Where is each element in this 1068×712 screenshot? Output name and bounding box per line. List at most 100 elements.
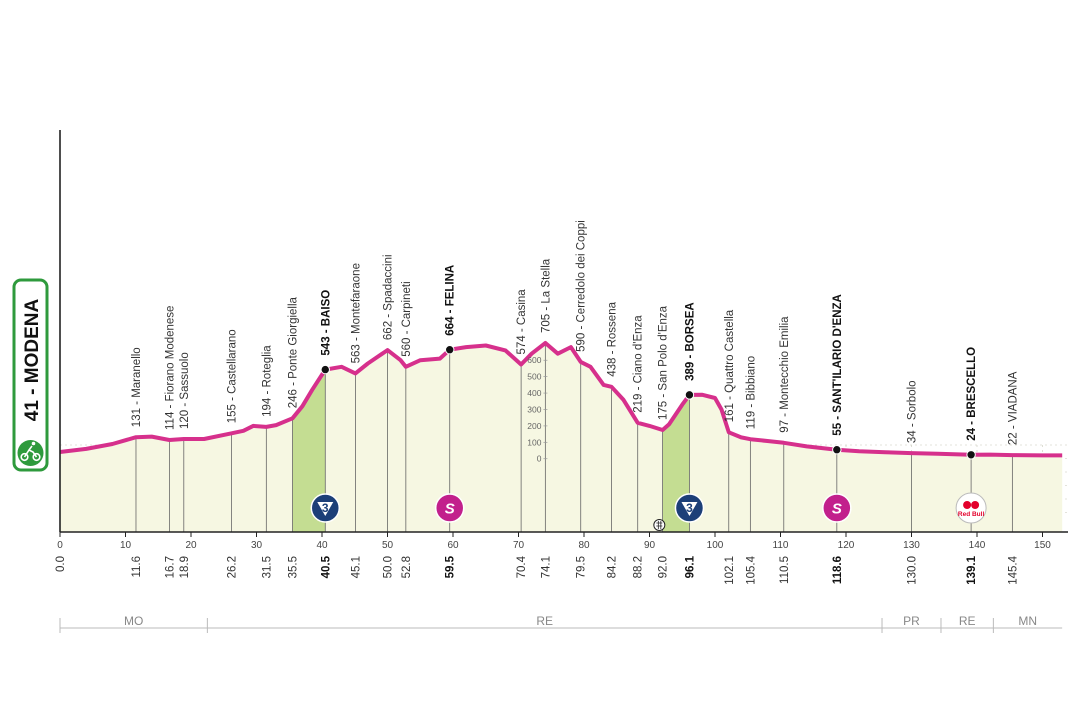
province-label: RE [536, 614, 553, 628]
distance-tick-label: 150 [1034, 540, 1051, 551]
distance-tick-label: 90 [644, 540, 656, 551]
distance-tick-label: 130 [903, 540, 920, 551]
kom-category-label: 3 [322, 501, 329, 515]
waypoint-label: 24 - BRESCELLO [966, 347, 978, 441]
waypoint-label: 438 - Rossena [607, 301, 619, 376]
waypoint-km-label: 18.9 [179, 556, 191, 578]
waypoint-dot [832, 445, 842, 455]
waypoint-km-label: 52.8 [401, 556, 413, 578]
waypoint-label: 705 - La Stella [540, 258, 552, 333]
waypoint-label: 389 - BORSEA [685, 302, 697, 381]
waypoint-km-label: 50.0 [383, 556, 395, 578]
waypoint-label: 120 - Sassuolo [179, 352, 191, 429]
waypoint-dot [684, 390, 695, 400]
waypoint-km-label: 35.5 [288, 556, 300, 578]
feed-zone-icon [653, 519, 666, 531]
red-bull-sun-icon [963, 501, 972, 509]
waypoint-km-label: 26.2 [227, 556, 239, 578]
distance-tick-label: 140 [969, 540, 986, 551]
waypoint-label: 563 - Montefaraone [350, 263, 362, 363]
distance-tick-label: 110 [773, 540, 789, 551]
waypoint-km-label: 31.5 [261, 556, 273, 578]
waypoint-km-label: 79.5 [576, 556, 588, 578]
waypoint-label: 219 - Ciano d'Enza [633, 315, 645, 413]
province-label: MO [124, 614, 143, 628]
distance-tick-label: 70 [513, 540, 525, 551]
intermediate-sprint-icon [434, 493, 465, 523]
distance-tick-label: 50 [382, 540, 394, 551]
distance-tick-label: 100 [707, 540, 724, 551]
sprint-label: S [832, 501, 842, 518]
waypoint-km-label: 145.4 [1007, 555, 1019, 584]
waypoint-km-label: 45.1 [350, 556, 362, 578]
altitude-scale: 0 100 200 300 400 500 600 [527, 355, 548, 464]
waypoint-dot [966, 450, 976, 460]
distance-tick-label: 40 [316, 540, 328, 551]
waypoint-km-label: 139.1 [966, 555, 978, 584]
waypoint-km-label: 96.1 [685, 555, 697, 578]
province-label: RE [959, 614, 976, 628]
waypoint-label: 119 - Bibbiano [745, 356, 757, 429]
altitude-scale-label: 300 [527, 404, 541, 414]
distance-tick-label: 60 [447, 540, 459, 551]
altitude-scale-label: 100 [527, 437, 541, 447]
waypoint-label: 114 - Fiorano Modenese [164, 306, 176, 430]
altitude-scale-label: 200 [527, 421, 541, 431]
distance-tick-label: 10 [120, 540, 132, 551]
waypoint-label: 574 - Casina [516, 289, 528, 355]
distance-axis: 0 10 20 30 40 50 60 70 80 90 100 110 120 130 140 150 [57, 130, 1068, 551]
start-marker: 41 - MODENA [12, 278, 49, 472]
waypoint-label: 97 - Montecchio Emilia [779, 316, 791, 433]
province-bar: MO RE PR RE MN [59, 614, 1063, 633]
waypoint-labels: 131 - Maranello 114 - Fiorano Modenese 120… [131, 220, 1019, 445]
province-label: MN [1018, 614, 1037, 628]
waypoint-km-label: 70.4 [516, 555, 528, 578]
waypoint-label: 155 - Castellarano [227, 329, 239, 423]
sprint-label: S [445, 501, 455, 518]
start-km-label: 0.0 [55, 556, 67, 572]
distance-tick-label: 20 [185, 540, 197, 551]
waypoint-leader-lines [135, 343, 1013, 532]
waypoint-dot [445, 345, 455, 355]
feed-zone-glyph [656, 521, 663, 529]
waypoint-label: 55 - SANT'ILARIO D'ENZA [832, 294, 844, 436]
waypoint-label: 246 - Ponte Giorgiella [288, 296, 300, 408]
red-bull-sun-icon [971, 501, 980, 509]
start-badge [12, 278, 49, 472]
profile-badges: 3 S 3 S Red Bull [310, 492, 987, 524]
waypoint-label: 543 - BAISO [320, 290, 332, 356]
waypoint-km-label: 118.6 [832, 556, 844, 584]
waypoint-label: 662 - Spadaccini [383, 254, 395, 340]
waypoint-km-label: 59.5 [445, 555, 457, 578]
feed-zone-circle [653, 519, 666, 531]
waypoint-km-label: 105.4 [745, 555, 757, 584]
cyclist-icon [17, 440, 44, 466]
waypoint-km-label: 11.6 [131, 556, 143, 578]
waypoint-km-label: 16.7 [164, 556, 176, 578]
altitude-scale-label: 0 [537, 454, 542, 464]
kom-triangle-icon [317, 502, 334, 516]
waypoint-label: 175 - San Polo d'Enza [658, 305, 670, 420]
waypoint-km-label: 110.5 [779, 556, 791, 584]
cyclist-glyph [20, 445, 41, 462]
waypoint-label: 22 - VIADANA [1007, 371, 1019, 445]
altitude-scale-label: 500 [527, 372, 541, 382]
waypoint-dots [320, 345, 976, 460]
waypoint-km-label: 130.0 [907, 556, 919, 585]
waypoint-label: 131 - Maranello [131, 347, 143, 427]
waypoint-label: 664 - FELINA [445, 265, 457, 336]
province-label: PR [903, 614, 920, 628]
distance-tick-label: 120 [838, 540, 855, 551]
kom-category-label: 3 [686, 501, 693, 515]
waypoint-km-label: 102.1 [724, 556, 736, 585]
intermediate-sprint-icon [822, 493, 852, 523]
distance-tick-label: 0 [57, 540, 63, 551]
red-bull-label: Red Bull [958, 511, 985, 518]
waypoint-km-label: 74.1 [540, 556, 552, 578]
waypoint-km-label: 40.5 [320, 555, 332, 578]
waypoint-label: 560 - Carpineti [401, 281, 413, 356]
profile-line [59, 341, 1063, 458]
waypoint-dot [320, 364, 330, 375]
altitude-scale-label: 600 [527, 355, 541, 365]
